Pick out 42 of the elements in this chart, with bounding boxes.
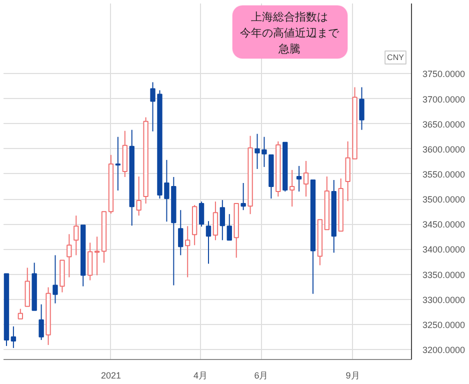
annotation: CNY [387,53,405,62]
candlestick [18,308,24,320]
y-tick-label: 3600.0000 [422,144,466,154]
y-tick-label: 3700.0000 [422,94,466,104]
candlestick [303,160,309,198]
candlestick [94,236,100,276]
y-tick-label: 3350.0000 [422,270,466,280]
candlestick [74,215,79,256]
annotation: 今年の高値近辺まで [240,26,340,40]
y-tick-label: 3250.0000 [422,320,466,330]
candlestick [212,201,218,241]
x-tick-label: 2021 [100,370,121,380]
candlestick [240,182,246,211]
candlestick [226,214,232,241]
candlestick [10,326,16,348]
candlestick [66,234,72,278]
candlestick [38,304,44,340]
candlestick [87,242,93,281]
y-tick-label: 3400.0000 [422,244,466,255]
candlestick [185,226,190,278]
candlestick [178,210,184,256]
y-tick-label: 3550.0000 [422,169,466,180]
y-tick-label: 3200.0000 [422,344,466,355]
annotation: 急騰 [278,44,300,56]
x-tick-label: 6月 [254,370,268,380]
y-tick-label: 3450.0000 [422,220,466,230]
y-tick-label: 3750.0000 [422,69,466,80]
candlestick [52,254,58,304]
candlestick [198,201,204,228]
candlestick [296,165,302,192]
candlestick [206,220,212,264]
x-tick-label: 4月 [194,370,208,380]
x-tick-label: 9月 [346,370,360,380]
y-tick-label: 3650.0000 [422,119,466,130]
candlestick [136,176,142,216]
annotation: 上海総合指数は [251,10,328,24]
y-tick-label: 3500.0000 [422,194,466,205]
candlestick [220,200,226,241]
candlestick [359,86,364,130]
candlestick [115,136,121,192]
candlestick [289,169,295,208]
y-tick-label: 3300.0000 [422,294,466,305]
